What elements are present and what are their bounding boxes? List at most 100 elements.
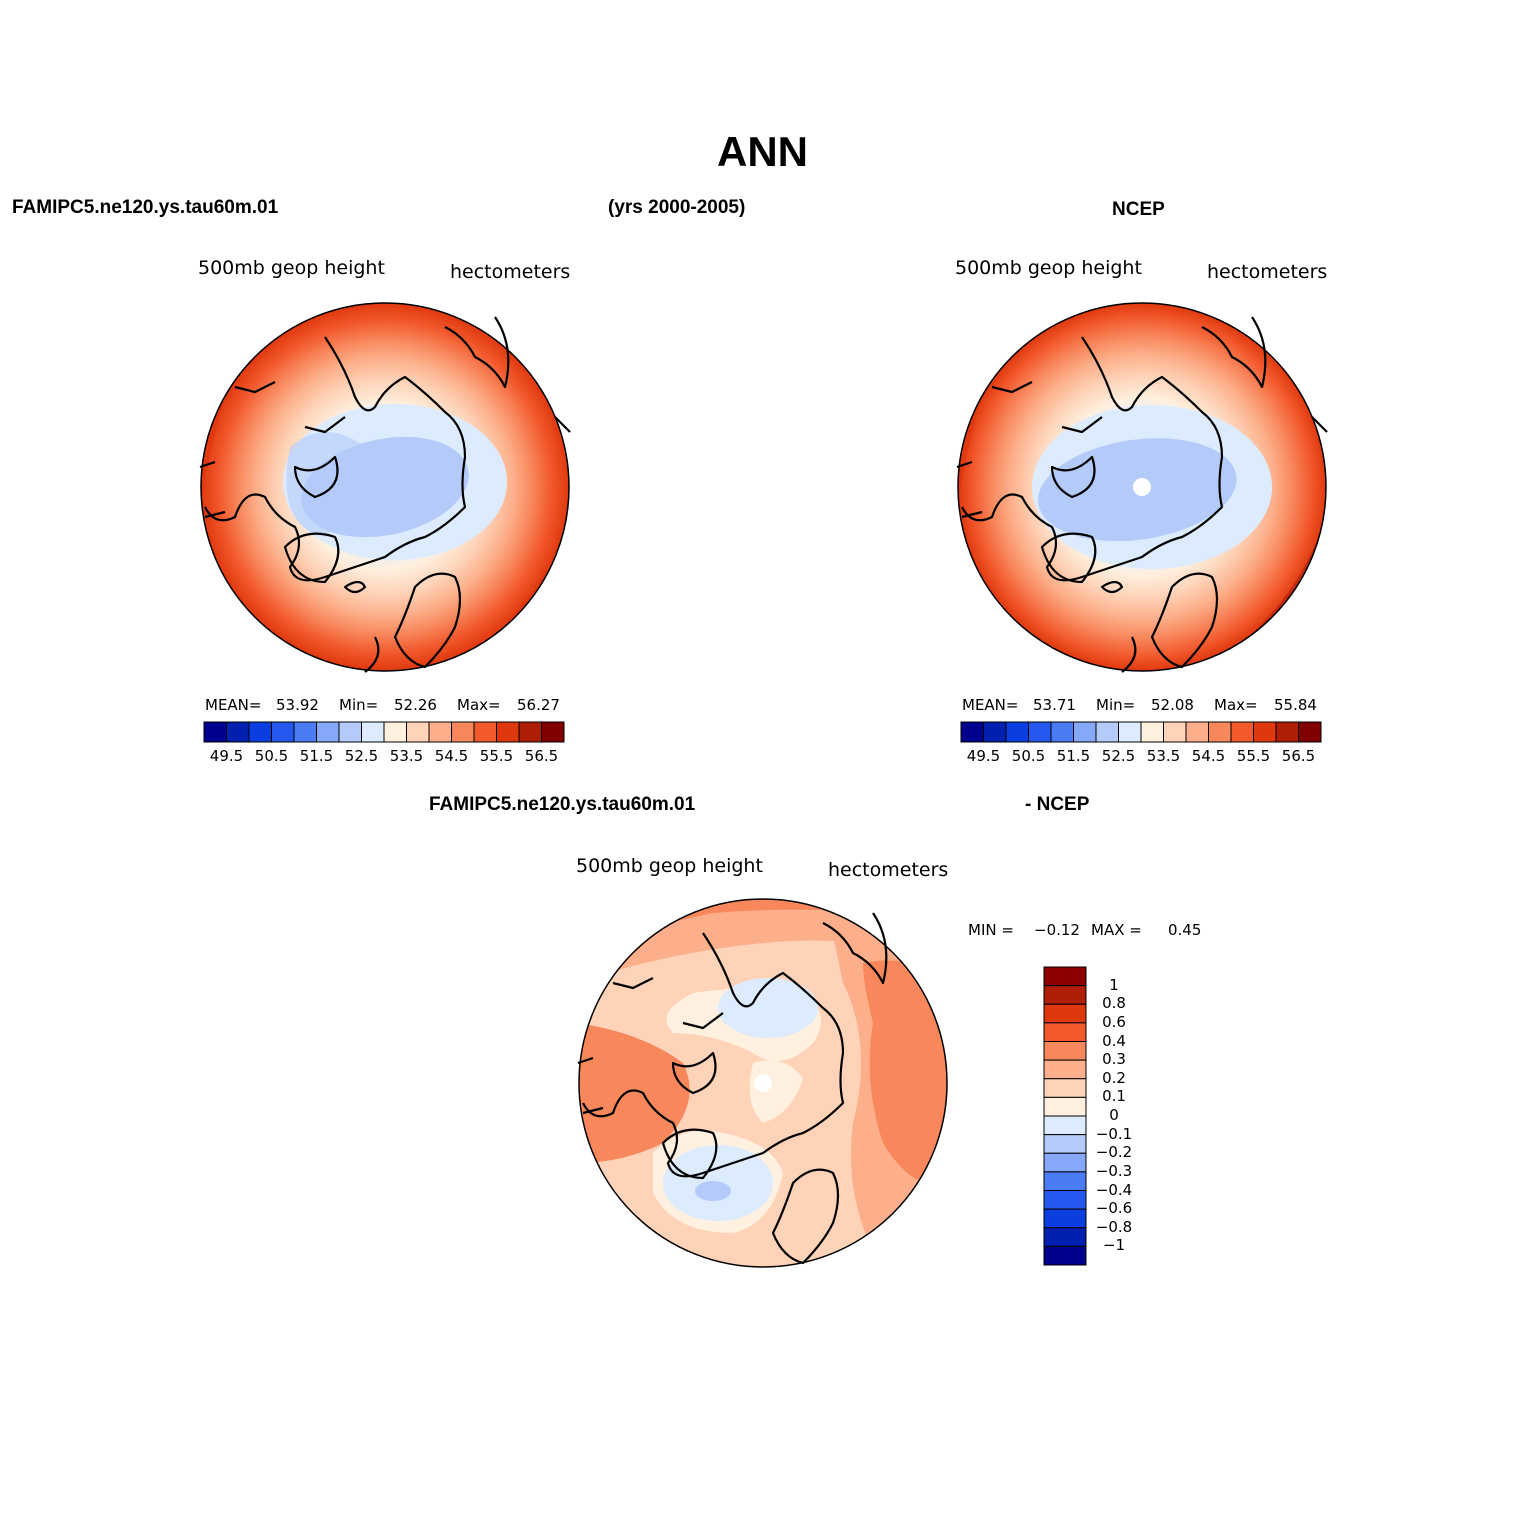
diff-colorbar-tick-label: −0.6 [1095, 1199, 1133, 1218]
panel2-variable-label: 500mb geop height [955, 257, 1142, 279]
colorbar-tick-label: 50.5 [254, 747, 289, 765]
panel2-min-label: Min= [1096, 696, 1136, 714]
colorbar-swatch [293, 721, 317, 743]
diff-colorbar-swatch [1043, 1041, 1087, 1061]
colorbar-swatch [1298, 721, 1322, 743]
panel2-map [956, 302, 1328, 673]
colorbar-tick-label: 51.5 [1056, 747, 1091, 765]
diff-map [577, 898, 948, 1268]
colorbar-tick-label: 56.5 [524, 747, 559, 765]
colorbar-swatch [1163, 721, 1187, 743]
colorbar-swatch [271, 721, 295, 743]
colorbar-tick-label: 52.5 [344, 747, 379, 765]
diff-colorbar-tick-label: 1 [1109, 975, 1119, 994]
colorbar-tick-label: 55.5 [1236, 747, 1271, 765]
panel1-mean-value: 53.92 [276, 696, 319, 714]
diff-units-label: hectometers [828, 859, 949, 881]
diff-colorbar [1043, 966, 1087, 1266]
colorbar-swatch [226, 721, 250, 743]
panel2-units-label: hectometers [1207, 261, 1328, 283]
diff-colorbar-tick-label: −0.8 [1095, 1217, 1133, 1236]
panel1-min-label: Min= [339, 696, 379, 714]
colorbar-tick-label: 53.5 [389, 747, 424, 765]
diff-obs-label: - NCEP [1025, 794, 1090, 815]
diff-colorbar-swatch [1043, 1152, 1087, 1173]
colorbar-swatch [496, 721, 520, 743]
colorbar-swatch [361, 721, 385, 743]
diff-colorbar-swatch [1043, 966, 1087, 987]
colorbar-swatch [1230, 721, 1254, 743]
diff-colorbar-swatch [1043, 1096, 1087, 1117]
colorbar-tick-label: 54.5 [1191, 747, 1226, 765]
colorbar-swatch [1275, 721, 1299, 743]
diff-variable-label: 500mb geop height [576, 855, 763, 877]
colorbar-swatch [1005, 721, 1029, 743]
panel1-colorbar [203, 721, 565, 743]
colorbar-tick-label: 50.5 [1011, 747, 1046, 765]
diff-colorbar-swatch [1043, 1078, 1087, 1098]
diff-min-value: −0.12 [1034, 921, 1080, 939]
diff-colorbar-swatch [1043, 1190, 1087, 1210]
diff-colorbar-tick-label: 0.8 [1102, 994, 1126, 1013]
diff-colorbar-swatch [1043, 1134, 1087, 1154]
colorbar-swatch [1028, 721, 1052, 743]
colorbar-swatch [248, 721, 272, 743]
panel2-max-value: 55.84 [1274, 696, 1317, 714]
colorbar-swatch [1050, 721, 1074, 743]
obs-name-label: NCEP [1112, 199, 1165, 220]
colorbar-swatch [1073, 721, 1097, 743]
colorbar-tick-label: 49.5 [209, 747, 244, 765]
diff-max-label: MAX = [1091, 921, 1142, 939]
diff-max-value: 0.45 [1168, 921, 1202, 939]
diff-colorbar-swatch [1043, 1115, 1087, 1136]
diff-min-label: MIN = [968, 921, 1014, 939]
panel1-map [199, 302, 571, 673]
diff-colorbar-tick-label: −0.1 [1095, 1124, 1133, 1143]
colorbar-swatch [1118, 721, 1142, 743]
colorbar-swatch [473, 721, 497, 743]
diff-colorbar-swatch [1043, 1227, 1087, 1247]
diff-case-label: FAMIPC5.ne120.ys.tau60m.01 [429, 794, 696, 815]
colorbar-tick-label: 53.5 [1146, 747, 1181, 765]
colorbar-swatch [983, 721, 1007, 743]
colorbar-swatch [1095, 721, 1119, 743]
diff-colorbar-tick-label: −0.4 [1095, 1180, 1133, 1199]
diff-colorbar-swatch [1043, 1059, 1087, 1080]
colorbar-tick-label: 49.5 [966, 747, 1001, 765]
diff-colorbar-tick-label: 0.1 [1102, 1087, 1126, 1106]
diff-colorbar-swatch [1043, 1003, 1087, 1024]
diff-colorbar-tick-label: 0.4 [1102, 1031, 1126, 1050]
colorbar-swatch [960, 721, 984, 743]
case-name-label: FAMIPC5.ne120.ys.tau60m.01 [12, 197, 279, 218]
diff-colorbar-tick-label: 0.2 [1102, 1068, 1126, 1087]
diff-colorbar-tick-label: 0.3 [1102, 1050, 1126, 1069]
panel1-max-value: 56.27 [517, 696, 560, 714]
main-title: ANN [717, 128, 808, 175]
panel1-units-label: hectometers [450, 261, 571, 283]
colorbar-swatch [518, 721, 542, 743]
colorbar-swatch [203, 721, 227, 743]
colorbar-swatch [1208, 721, 1232, 743]
colorbar-swatch [383, 721, 407, 743]
panel2-colorbar [960, 721, 1322, 743]
diff-colorbar-tick-label: 0 [1109, 1106, 1119, 1124]
colorbar-swatch [316, 721, 340, 743]
diff-colorbar-tick-label: 0.6 [1102, 1012, 1126, 1031]
colorbar-tick-label: 55.5 [479, 747, 514, 765]
panel1-min-value: 52.26 [394, 696, 437, 714]
diff-colorbar-swatch [1043, 1208, 1087, 1229]
panel1-max-label: Max= [457, 696, 501, 714]
colorbar-swatch [451, 721, 475, 743]
diff-colorbar-tick-label: −0.2 [1095, 1143, 1133, 1162]
colorbar-swatch [1185, 721, 1209, 743]
colorbar-swatch [428, 721, 452, 743]
years-label: (yrs 2000-2005) [608, 197, 746, 218]
colorbar-tick-label: 51.5 [299, 747, 334, 765]
panel2-mean-value: 53.71 [1033, 696, 1076, 714]
diff-colorbar-tick-label: −0.3 [1095, 1161, 1133, 1180]
diff-colorbar-swatch [1043, 1171, 1087, 1191]
diff-colorbar-swatch [1043, 1022, 1087, 1042]
diff-colorbar-swatch [1043, 985, 1087, 1005]
colorbar-swatch [406, 721, 430, 743]
panel2-mean-label: MEAN= [962, 696, 1019, 714]
